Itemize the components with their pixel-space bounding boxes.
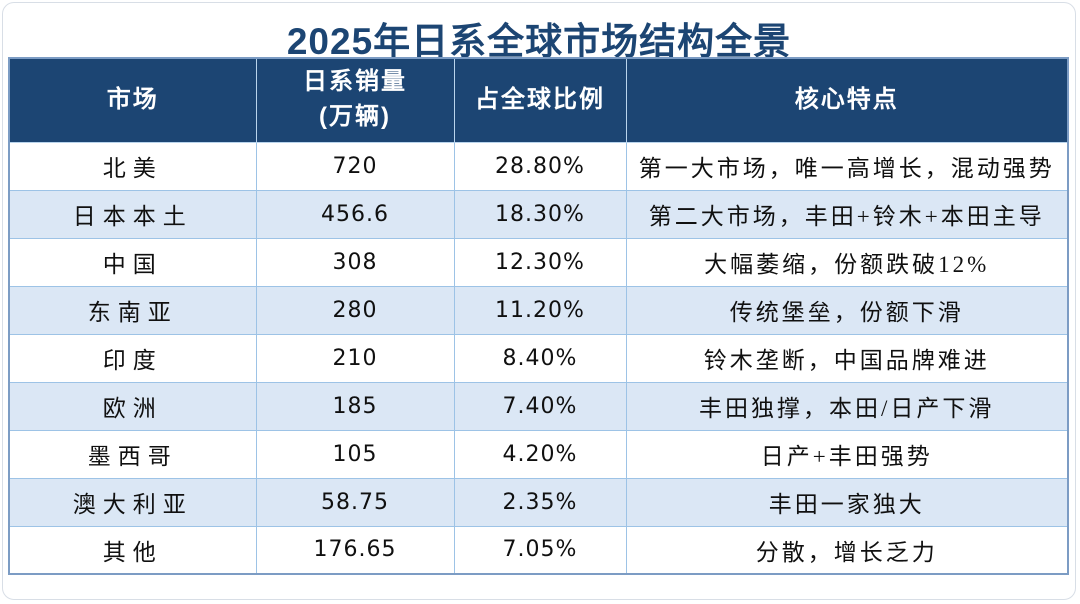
table-row: 印度 210 8.40% 铃木垄断，中国品牌难进	[8, 333, 1069, 383]
cell-sales: 176.65	[255, 525, 455, 575]
cell-market: 墨西哥	[8, 429, 257, 479]
cell-market: 欧洲	[8, 381, 257, 431]
table-row: 北美 720 28.80% 第一大市场，唯一高增长，混动强势	[8, 141, 1069, 191]
table-row: 欧洲 185 7.40% 丰田独撑，本田/日产下滑	[8, 381, 1069, 431]
header-row: 市场 日系销量 (万辆) 占全球比例 核心特点	[8, 57, 1069, 143]
cell-share: 4.20%	[453, 429, 627, 479]
col-header-share-label: 占全球比例	[475, 85, 605, 113]
table-row: 墨西哥 105 4.20% 日产+丰田强势	[8, 429, 1069, 479]
table-row: 澳大利亚 58.75 2.35% 丰田一家独大	[8, 477, 1069, 527]
cell-sales: 185	[255, 381, 455, 431]
col-header-feature-label: 核心特点	[794, 85, 899, 113]
cell-share: 28.80%	[453, 141, 627, 191]
cell-feature: 大幅萎缩，份额跌破12%	[625, 237, 1069, 287]
cell-share: 7.40%	[453, 381, 627, 431]
table-body: 北美 720 28.80% 第一大市场，唯一高增长，混动强势 日本本土 456.…	[8, 141, 1069, 575]
cell-feature: 分散，增长乏力	[625, 525, 1069, 575]
cell-market: 印度	[8, 333, 257, 383]
cell-market: 日本本土	[8, 189, 257, 239]
cell-sales: 720	[255, 141, 455, 191]
cell-share: 8.40%	[453, 333, 627, 383]
cell-sales: 105	[255, 429, 455, 479]
col-header-sales: 日系销量 (万辆)	[255, 57, 455, 143]
cell-market: 其他	[8, 525, 257, 575]
cell-sales: 456.6	[255, 189, 455, 239]
cell-sales: 308	[255, 237, 455, 287]
col-header-feature: 核心特点	[625, 57, 1069, 143]
cell-share: 2.35%	[453, 477, 627, 527]
col-header-sales-label: 日系销量 (万辆)	[303, 68, 407, 131]
cell-sales: 280	[255, 285, 455, 335]
cell-feature: 铃木垄断，中国品牌难进	[625, 333, 1069, 383]
cell-market: 澳大利亚	[8, 477, 257, 527]
cell-feature: 丰田独撑，本田/日产下滑	[625, 381, 1069, 431]
col-header-share: 占全球比例	[453, 57, 627, 143]
cell-feature: 传统堡垒，份额下滑	[625, 285, 1069, 335]
cell-share: 12.30%	[453, 237, 627, 287]
cell-feature: 丰田一家独大	[625, 477, 1069, 527]
cell-sales: 210	[255, 333, 455, 383]
cell-market: 中国	[8, 237, 257, 287]
cell-feature: 日产+丰田强势	[625, 429, 1069, 479]
col-header-market-label: 市场	[106, 85, 159, 113]
col-header-market: 市场	[8, 57, 257, 143]
cell-share: 11.20%	[453, 285, 627, 335]
table-row: 日本本土 456.6 18.30% 第二大市场，丰田+铃木+本田主导	[8, 189, 1069, 239]
cell-share: 18.30%	[453, 189, 627, 239]
cell-sales: 58.75	[255, 477, 455, 527]
cell-market: 北美	[8, 141, 257, 191]
cell-share: 7.05%	[453, 525, 627, 575]
cell-market: 东南亚	[8, 285, 257, 335]
table-row: 东南亚 280 11.20% 传统堡垒，份额下滑	[8, 285, 1069, 335]
table-row: 其他 176.65 7.05% 分散，增长乏力	[8, 525, 1069, 575]
cell-feature: 第一大市场，唯一高增长，混动强势	[625, 141, 1069, 191]
market-table: 市场 日系销量 (万辆) 占全球比例 核心特点 北美 720 28.80% 第一…	[8, 57, 1069, 575]
page-title: 2025年日系全球市场结构全景	[286, 21, 792, 62]
table-row: 中国 308 12.30% 大幅萎缩，份额跌破12%	[8, 237, 1069, 287]
cell-feature: 第二大市场，丰田+铃木+本田主导	[625, 189, 1069, 239]
